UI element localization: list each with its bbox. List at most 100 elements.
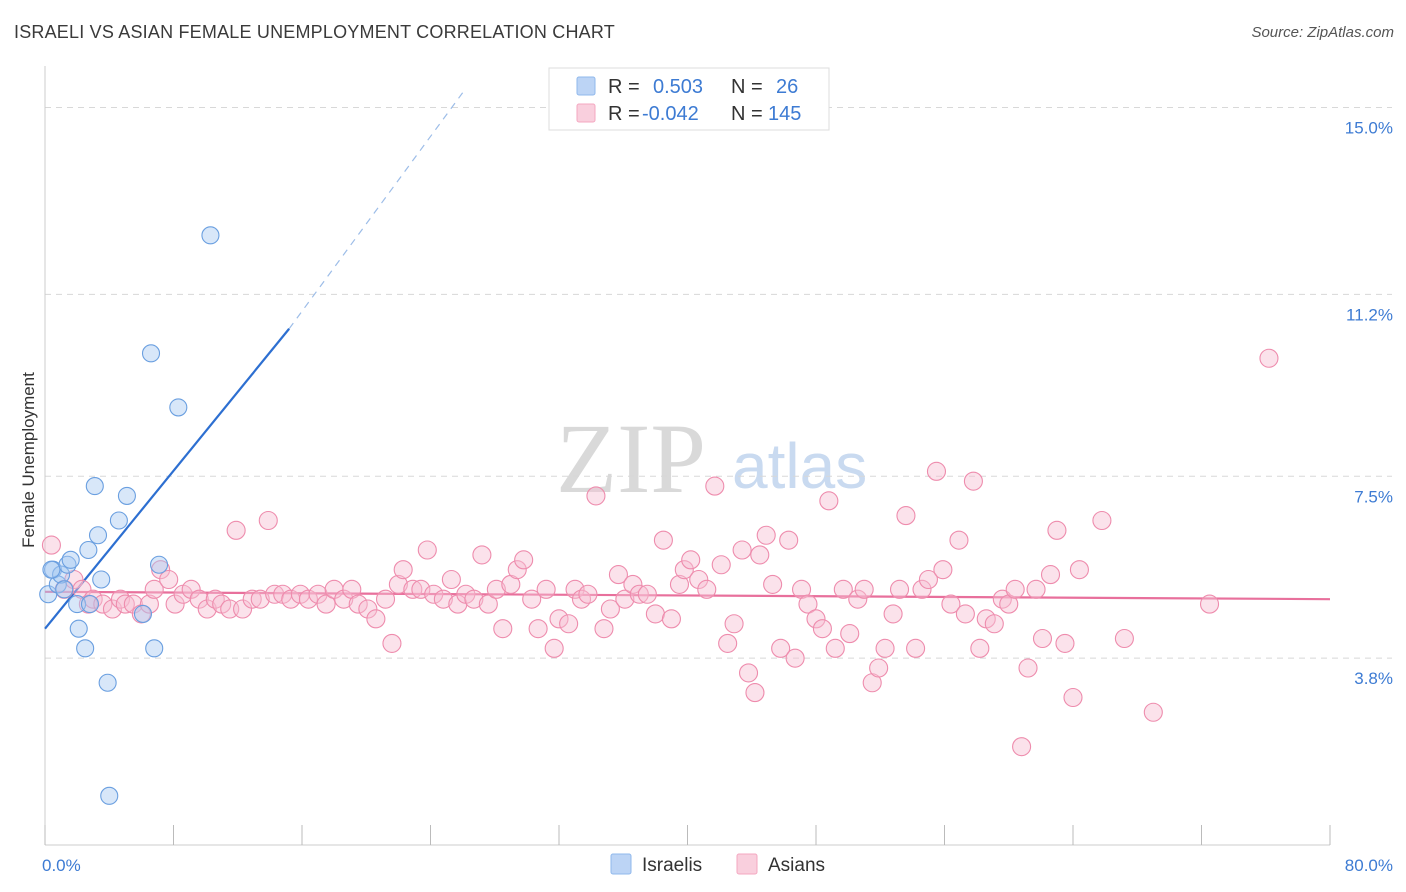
- data-point-asians: [933, 560, 953, 580]
- data-point-asians: [941, 594, 961, 614]
- data-point-asians: [869, 658, 889, 678]
- data-point-israelis: [85, 477, 104, 496]
- data-point-asians: [1047, 520, 1067, 540]
- data-point-asians: [388, 574, 408, 594]
- data-point-asians: [197, 599, 217, 619]
- data-point-asians: [806, 609, 826, 629]
- data-point-asians: [984, 614, 1004, 634]
- y-tick-label: 3.8%: [1354, 669, 1393, 688]
- legend-r-value: 0.503: [653, 76, 703, 98]
- data-point-asians: [123, 594, 143, 614]
- data-point-asians: [819, 491, 839, 511]
- data-point-asians: [926, 461, 947, 481]
- data-point-israelis: [201, 226, 220, 245]
- data-point-israelis: [169, 398, 188, 417]
- data-point-asians: [464, 589, 484, 609]
- bottom-legend-asians[interactable]: Asians: [736, 853, 825, 876]
- data-point-asians: [348, 594, 368, 614]
- data-point-israelis: [69, 619, 88, 638]
- data-point-asians: [433, 589, 453, 609]
- data-point-asians: [358, 599, 378, 619]
- data-point-israelis: [79, 540, 98, 560]
- data-point-israelis: [42, 560, 61, 579]
- data-point-asians: [718, 633, 738, 653]
- legend-r-value: -0.042: [642, 103, 699, 125]
- data-point-asians: [159, 569, 179, 590]
- data-point-asians: [375, 589, 396, 609]
- bottom-legend-swatch-israelis: [610, 853, 632, 875]
- data-point-asians: [732, 540, 752, 560]
- data-point-asians: [93, 594, 113, 614]
- data-point-asians: [586, 486, 606, 506]
- data-point-israelis: [149, 555, 169, 574]
- trend-lines: [44, 92, 1331, 630]
- data-point-israelis: [68, 595, 87, 614]
- data-point-asians: [131, 604, 151, 624]
- data-point-asians: [571, 589, 592, 609]
- data-point-asians: [812, 619, 832, 639]
- data-point-asians: [316, 594, 336, 614]
- data-point-asians: [669, 574, 690, 594]
- x-tick-labels: 0.0% 80.0%: [42, 856, 1393, 875]
- data-point-israelis: [100, 786, 119, 805]
- data-point-asians: [963, 471, 983, 491]
- data-point-asians: [750, 545, 770, 565]
- data-point-asians: [102, 599, 123, 619]
- data-point-israelis: [92, 570, 111, 589]
- data-point-israelis: [109, 511, 128, 530]
- bottom-legend-israelis[interactable]: Israelis: [610, 853, 702, 876]
- data-point-asians: [608, 565, 628, 585]
- data-point-asians: [594, 619, 614, 639]
- data-point-asians: [1143, 702, 1163, 722]
- data-point-asians: [798, 594, 818, 614]
- data-point-asians: [745, 683, 765, 703]
- data-point-israelis: [133, 604, 153, 623]
- y-axis-title: Female Unemployment: [19, 372, 38, 548]
- data-point-asians: [139, 594, 159, 614]
- data-point-asians: [738, 663, 759, 683]
- data-point-asians: [906, 638, 926, 658]
- data-point-asians: [226, 520, 246, 540]
- data-point-asians: [883, 604, 903, 624]
- axes: [44, 66, 1331, 846]
- data-point-asians: [205, 589, 225, 609]
- legend-row-israelis: R = 0.503 N = 26: [576, 76, 798, 98]
- data-point-asians: [705, 476, 725, 496]
- data-point-asians: [411, 579, 431, 599]
- watermark-zip: ZIP: [556, 403, 706, 514]
- data-point-asians: [779, 530, 799, 550]
- data-point-asians: [1063, 687, 1083, 708]
- data-point-asians: [615, 589, 635, 609]
- legend-n-value: 26: [776, 76, 798, 98]
- watermark-atlas: atlas: [732, 430, 867, 502]
- data-point-asians: [393, 560, 413, 580]
- data-point-israelis: [117, 486, 136, 505]
- data-point-asians: [1069, 560, 1089, 580]
- data-point-asians: [689, 569, 709, 590]
- data-point-asians: [955, 604, 975, 624]
- bottom-legend-label-asians: Asians: [768, 855, 825, 876]
- data-point-asians: [970, 638, 990, 658]
- data-point-asians: [493, 619, 513, 639]
- legend-r-label: R =: [608, 103, 640, 125]
- data-point-asians: [544, 638, 564, 658]
- data-point-asians: [653, 530, 673, 550]
- data-point-asians: [424, 584, 444, 604]
- legend-n-label: N =: [731, 76, 763, 98]
- data-point-asians: [1055, 633, 1075, 653]
- data-point-asians: [637, 584, 657, 604]
- x-tick-label: 0.0%: [42, 856, 81, 875]
- y-tick-label: 11.2%: [1346, 305, 1393, 324]
- source-label: Source: ZipAtlas.com: [1251, 24, 1394, 41]
- data-point-asians: [661, 609, 681, 629]
- data-point-israelis: [76, 639, 95, 658]
- legend-box: R = 0.503 N = 26 R = -0.042 N = 145: [548, 67, 830, 131]
- bottom-legend-swatch-asians: [736, 853, 758, 875]
- data-point-asians: [549, 609, 569, 629]
- data-point-asians: [1026, 579, 1046, 599]
- data-point-asians: [674, 560, 694, 580]
- y-tick-label: 15.0%: [1345, 119, 1393, 138]
- data-point-asians: [785, 648, 805, 668]
- data-point-asians: [833, 579, 853, 599]
- data-point-asians: [875, 638, 895, 658]
